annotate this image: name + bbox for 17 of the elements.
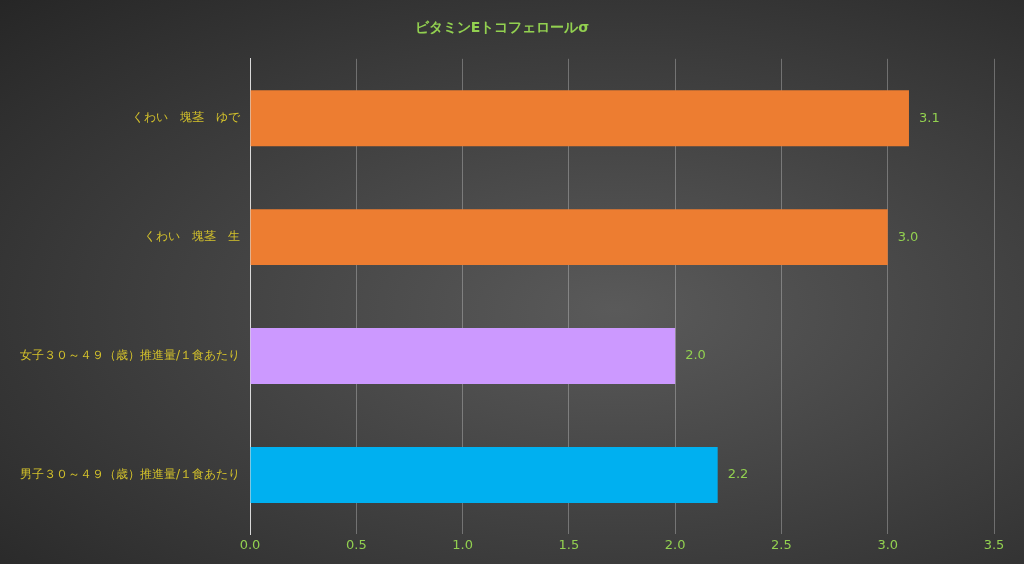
x-tick-label: 1.0 bbox=[452, 536, 473, 552]
data-label: 3.1 bbox=[918, 109, 940, 125]
x-tick-label: 2.0 bbox=[664, 536, 686, 552]
chart-title: ビタミンEトコフェロールσ bbox=[414, 19, 590, 36]
x-tick-label: 1.5 bbox=[558, 536, 580, 552]
x-tick-label: 0.5 bbox=[345, 536, 367, 552]
y-tick-label: 女子３０～４９（歳）推進量/１食あたり bbox=[20, 348, 241, 363]
y-tick-label: 男子３０～４９（歳）推進量/１食あたり bbox=[20, 467, 241, 482]
data-label: 3.0 bbox=[897, 228, 919, 244]
data-label: 2.0 bbox=[685, 347, 706, 363]
x-tick-label: 0.0 bbox=[239, 536, 261, 552]
y-tick-label: くわい 塊茎 ゆで bbox=[132, 110, 242, 125]
y-tick-label: くわい 塊茎 生 bbox=[144, 229, 241, 244]
x-tick-label: 3.5 bbox=[983, 536, 1005, 552]
x-tick-label: 3.0 bbox=[877, 536, 899, 552]
x-tick-label: 2.5 bbox=[771, 536, 792, 552]
data-label: 2.2 bbox=[727, 466, 749, 482]
